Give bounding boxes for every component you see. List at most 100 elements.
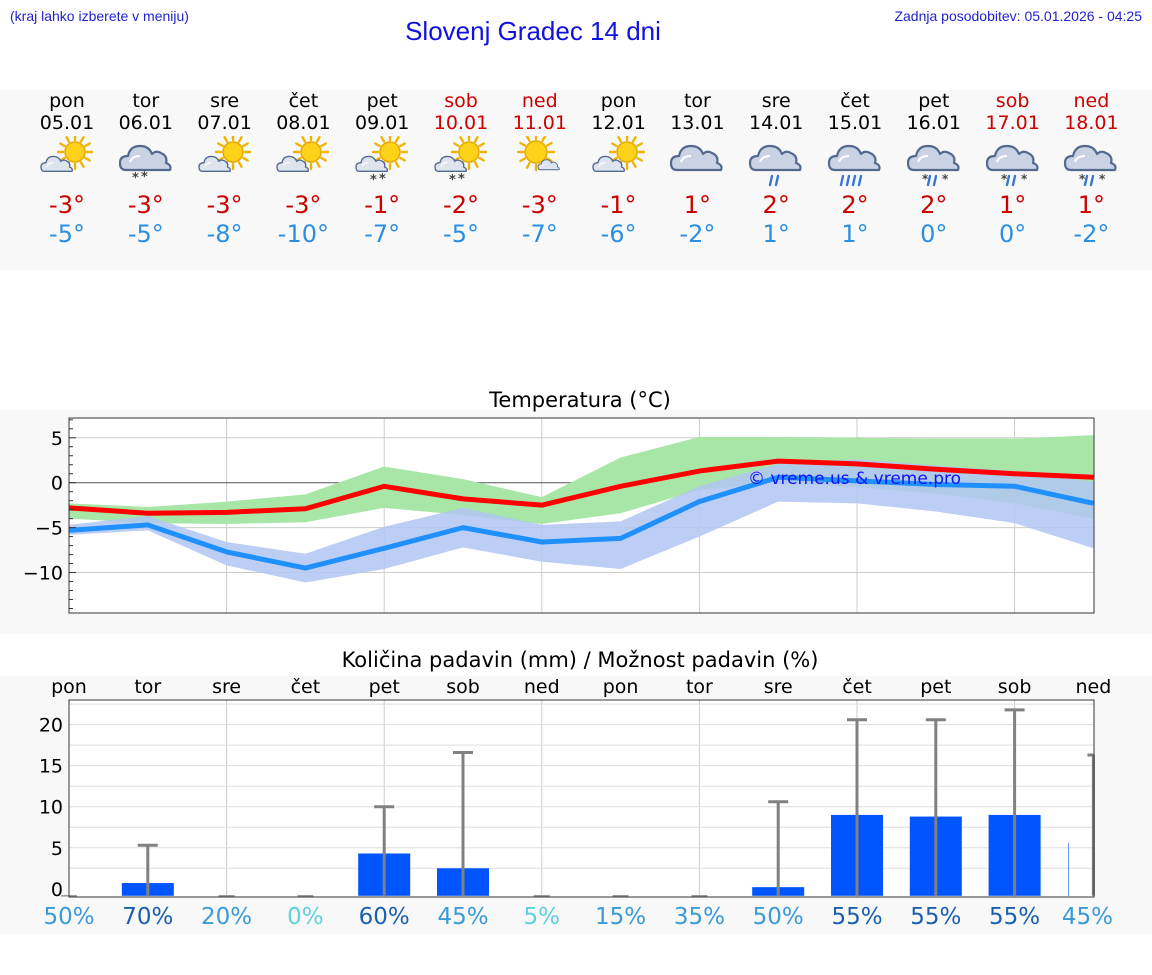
temp-max: -2° [443,191,479,219]
cloud-shape [749,144,802,172]
snowflakes: * * [449,172,465,188]
min-temp-point [147,524,149,526]
temperature-chart: 5 0 −5 −10 © vreme.us & vreme.pro [23,417,1095,614]
day-weekday: pet [366,90,398,112]
temp-max: 1° [1077,191,1106,219]
sun-shape [371,136,409,171]
max-temp-point [777,460,779,462]
max-temp-point [620,485,622,487]
cloud-shape [40,155,73,173]
cloud-shape [1064,144,1117,172]
day-column: ned 11.01 -3° -7° [500,90,580,248]
day-date: 15.01 [827,112,883,134]
min-temp-point [462,527,464,529]
sun-shape [293,136,330,171]
temp-max: -3° [285,191,322,219]
precipitation-probability: 60% [358,904,410,930]
day-date: 13.01 [670,112,725,134]
location-hint: (kraj lahko izberete v meniju) [10,8,189,24]
snowflakes: * * [370,172,386,188]
temp-min: -10° [277,220,329,248]
precipitation-day-label: pon [51,676,87,698]
precipitation-probability: 55% [831,904,883,930]
precipitation-probability: 45% [437,904,489,930]
svg-text:*: * [370,173,377,188]
raindrops [1005,174,1016,187]
precipitation-day-label: pon [602,676,639,698]
cloud-shape [537,159,560,171]
cloud-shape [827,144,881,172]
day-weekday: sob [995,90,1030,112]
temperature-y-tick-label: −5 [35,518,63,540]
temp-max: 1° [998,191,1027,219]
raindrops [926,174,937,187]
raindrops [768,174,780,187]
min-temp-line [68,474,1094,571]
max-temp-point [856,463,858,465]
day-date: 11.01 [512,112,567,134]
temp-max: 2° [920,191,948,219]
page-title: Slovenj Gradec 14 dni [405,16,661,46]
precipitation-day-label: pet [368,676,400,698]
precipitation-chart: 20 15 10 5 0 [39,699,1095,901]
max-temp-line [68,458,1094,516]
max-temp-point [383,485,385,487]
precipitation-probability: 55% [989,904,1041,930]
cloud-heavy-rain-icon [815,134,895,190]
precipitation-day-label: sob [997,676,1032,698]
precipitation-probability: 45% [1061,904,1113,930]
min-temp-point [304,567,306,569]
cloud-rain-icon [736,134,816,190]
sun-shape [608,136,645,171]
max-temp-point [1014,473,1016,475]
temp-min: 0° [920,220,948,248]
day-date: 10.01 [433,112,489,134]
day-date: 08.01 [276,112,331,134]
max-temp-point [147,512,149,514]
sun-shape [450,136,488,171]
svg-text:*: * [1021,172,1028,186]
svg-text:*: * [379,172,386,187]
svg-text:*: * [942,172,949,186]
temp-max: -3° [206,191,243,219]
precipitation-day-label: ned [1075,676,1112,698]
max-temp-point [541,504,543,506]
precipitation-probability: 15% [595,904,647,930]
precipitation-probability: 55% [910,904,962,930]
cloud-shape [591,155,625,173]
day-column: tor 13.01 1° -2° [657,90,737,248]
day-column: čet 08.01 -3° -10° [263,90,343,248]
day-weekday: čet [288,90,319,112]
precipitation-probability: 70% [122,904,174,930]
sun-cloud-icon [185,134,265,190]
cloud-shape [355,155,389,173]
sun-cloud-icon [27,134,107,190]
day-weekday: ned [1073,90,1110,112]
precipitation-y-tick-label: 0 [51,879,63,901]
last-updated: Zadnja posodobitev: 05.01.2026 - 04:25 [894,8,1142,24]
day-date: 05.01 [39,112,95,134]
temp-min: -6° [600,220,637,248]
precipitation-day-label: ned [523,676,560,698]
precipitation-chart-title: Količina padavin (mm) / Možnost padavin … [341,648,819,672]
temp-min: 1° [762,220,790,248]
precipitation-probability: 50% [43,904,95,930]
precipitation-frame [68,699,1095,898]
sun-cloud-snow-icon: * * [421,134,501,190]
temp-min: -7° [364,220,401,248]
day-column: sob 17.01 * * 1° 0° [973,90,1053,248]
day-date: 06.01 [118,112,173,134]
cloud-shape [197,155,231,173]
sun-cloud-icon [263,134,343,190]
temp-min: -5° [127,220,164,248]
temperature-y-tick-label: 0 [51,473,63,495]
cloud-shape [670,144,723,172]
temp-min: -2° [679,220,716,248]
day-weekday: sre [210,90,240,112]
day-column: sre 07.01 -3° -8° [185,90,265,248]
precipitation-probability: 20% [201,904,253,930]
min-temp-point [856,480,858,482]
day-column: pon 12.01 -1° -6° [579,90,659,248]
temp-min: -5° [49,220,85,248]
day-date: 18.01 [1064,112,1119,134]
